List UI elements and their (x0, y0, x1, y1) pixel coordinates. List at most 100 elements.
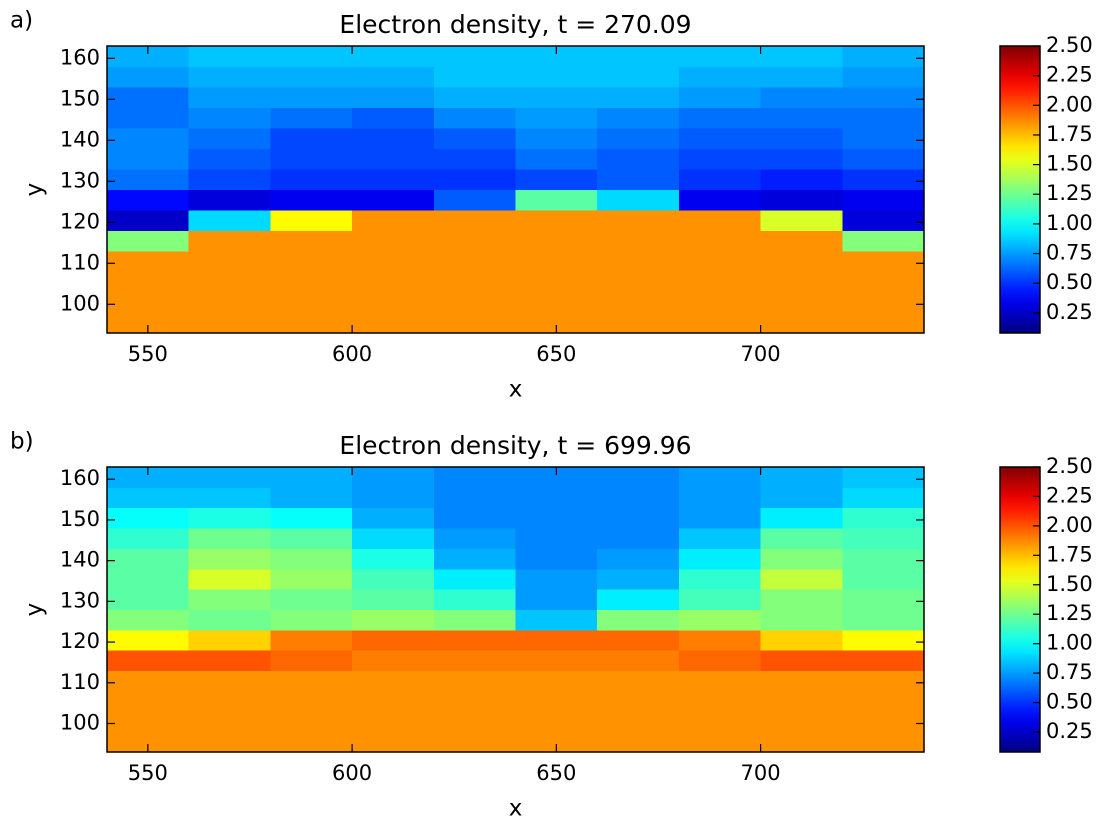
heatmap-cell (597, 271, 680, 293)
heatmap-cell (107, 66, 190, 88)
x-tick-label: 600 (332, 761, 372, 785)
heatmap-cell (352, 690, 435, 712)
y-tick-label: 150 (60, 507, 100, 531)
heatmap-cell (188, 169, 271, 190)
heatmap-cell (107, 487, 190, 509)
heatmap-cell (188, 487, 271, 509)
heatmap-cell (107, 230, 190, 252)
heatmap-cell (107, 528, 190, 549)
heatmap-cell (352, 731, 435, 752)
heatmap-cell (352, 507, 435, 529)
heatmap-cell (678, 169, 762, 190)
heatmap-cell (270, 528, 353, 549)
heatmap-cell (760, 210, 843, 231)
heatmap-cell (270, 66, 353, 88)
heatmap-cell (515, 467, 598, 488)
y-tick-label: 140 (60, 548, 100, 572)
heatmap-cell (515, 548, 598, 570)
heatmap-cell (515, 650, 598, 672)
heatmap-cell (107, 467, 190, 488)
heatmap-cell (433, 128, 516, 149)
heatmap-cell (760, 148, 843, 170)
heatmap-cell (433, 312, 516, 333)
heatmap-cell (107, 670, 190, 692)
heatmap-cell (678, 210, 762, 231)
heatmap-cell (760, 87, 843, 108)
heatmap-cell (842, 507, 924, 529)
heatmap-cell (107, 148, 190, 170)
heatmap-cell (678, 271, 762, 293)
y-tick-label: 100 (60, 291, 100, 315)
heatmap-cell (433, 467, 516, 488)
heatmap-cell (760, 568, 843, 590)
heatmap-cell (842, 312, 924, 333)
heatmap-cell (270, 128, 353, 149)
chart-title: Electron density, t = 270.09 (339, 10, 691, 39)
heatmap-cell (515, 568, 598, 590)
y-axis-label: y (22, 603, 48, 617)
heatmap-cell (352, 271, 435, 293)
heatmap-cell (597, 251, 680, 272)
heatmap-cell (842, 609, 924, 631)
heatmap-cell (678, 148, 762, 170)
heatmap-cell (433, 251, 516, 272)
heatmap-cells (107, 467, 924, 752)
heatmap-cell (597, 169, 680, 190)
heatmap-cell (107, 312, 190, 333)
heatmap-cell (515, 230, 598, 252)
heatmap-cell (597, 690, 680, 712)
heatmap-cell (433, 528, 516, 549)
y-tick-label: 140 (60, 127, 100, 151)
heatmap-cell (270, 548, 353, 570)
heatmap-cell (678, 548, 762, 570)
heatmap-cell (760, 107, 843, 129)
heatmap-cell (433, 690, 516, 712)
heatmap-cell (270, 589, 353, 610)
heatmap-cell (678, 46, 762, 67)
heatmap-cell (760, 589, 843, 610)
heatmap-cell (842, 650, 924, 672)
heatmap-cell (760, 609, 843, 631)
heatmap-cell (188, 87, 271, 108)
x-tick-label: 550 (128, 761, 168, 785)
heatmap-cell (107, 690, 190, 712)
heatmap-cell (433, 148, 516, 170)
heatmap-cell (760, 66, 843, 88)
heatmap-cell (597, 629, 680, 651)
heatmap-cell (433, 568, 516, 590)
heatmap-cell (515, 711, 598, 733)
heatmap-cell (842, 568, 924, 590)
heatmap-cell (760, 128, 843, 149)
y-tick-label: 110 (60, 250, 100, 274)
heatmap-cell (515, 629, 598, 651)
heatmap-cell (188, 690, 271, 712)
y-tick-label: 120 (60, 209, 100, 233)
heatmap-cell (515, 107, 598, 129)
heatmap-cell (107, 650, 190, 672)
heatmap-cell (188, 711, 271, 733)
colorbar-tick-label: 1.50 (1046, 572, 1093, 596)
heatmap-cell (270, 629, 353, 651)
heatmap-cell (597, 467, 680, 488)
heatmap-cell (678, 629, 762, 651)
heatmap-cell (352, 711, 435, 733)
x-axis-label: x (509, 796, 523, 820)
heatmap-cell (270, 148, 353, 170)
y-tick-label: 120 (60, 629, 100, 653)
heatmap-cell (107, 731, 190, 752)
heatmap-cell (515, 507, 598, 529)
heatmap-cell (188, 670, 271, 692)
heatmap-cell (188, 271, 271, 293)
heatmap-cell (270, 210, 353, 231)
heatmap-cell (515, 731, 598, 752)
heatmap-cell (188, 148, 271, 170)
heatmap-cell (270, 487, 353, 509)
heatmap-cell (270, 87, 353, 108)
heatmap-cell (597, 312, 680, 333)
colorbar (999, 466, 1041, 753)
heatmap-cell (515, 87, 598, 108)
heatmap-cell (515, 609, 598, 631)
heatmap-cell (597, 507, 680, 529)
heatmap-cell (352, 609, 435, 631)
